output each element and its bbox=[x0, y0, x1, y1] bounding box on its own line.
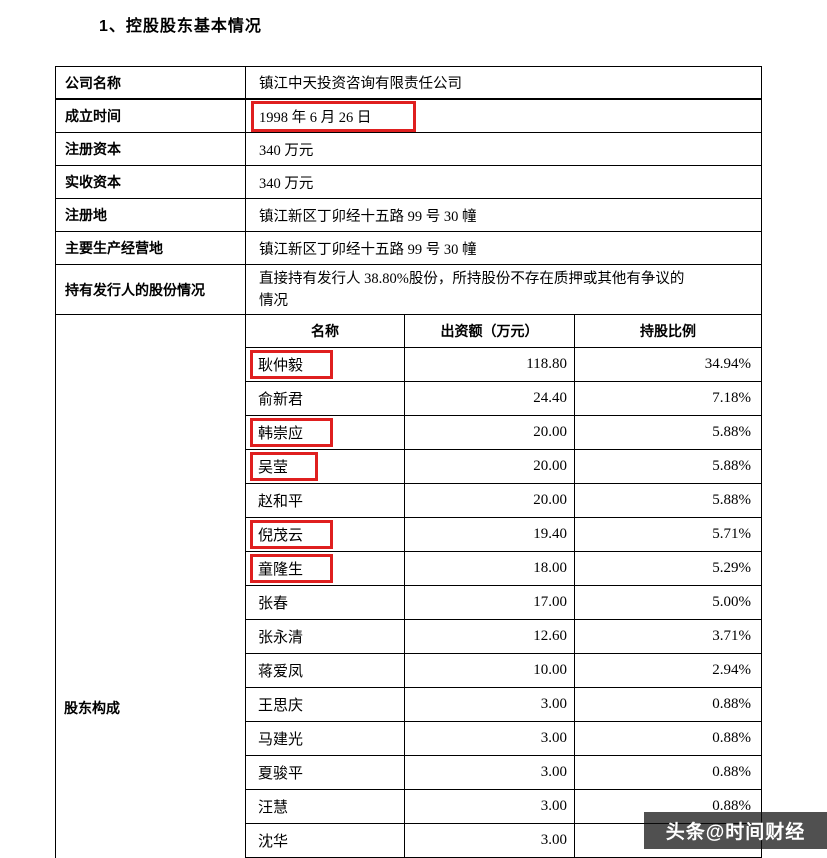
shareholder-ratio: 5.00% bbox=[574, 586, 761, 619]
shareholder-name: 王思庆 bbox=[258, 698, 304, 714]
shareholder-name: 汪慧 bbox=[258, 800, 289, 816]
shareholder-ratio: 5.29% bbox=[574, 552, 761, 585]
info-row: 注册资本 340 万元 bbox=[56, 133, 761, 166]
shareholder-row-label: 股东构成 bbox=[64, 700, 120, 716]
info-row: 实收资本 340 万元 bbox=[56, 166, 761, 199]
info-row-value: 镇江新区丁卯经十五路 99 号 30 幢 bbox=[259, 241, 477, 258]
shareholder-amount: 3.00 bbox=[404, 790, 574, 823]
shareholder-row: 俞新君 24.40 7.18% bbox=[246, 382, 761, 416]
info-row-value: 340 万元 bbox=[259, 142, 314, 159]
shareholder-ratio: 5.88% bbox=[574, 416, 761, 449]
shareholder-row: 蒋爱凤 10.00 2.94% bbox=[246, 654, 761, 688]
shareholder-name: 童隆生 bbox=[246, 552, 404, 585]
page-title: 1、控股股东基本情况 bbox=[99, 18, 262, 35]
shareholder-section: 股东构成 名称 出资额（万元） 持股比例 耿仲毅 118.80 34.94% 俞新君 2… bbox=[56, 315, 761, 858]
shareholder-row: 张春 17.00 5.00% bbox=[246, 586, 761, 620]
column-header-amount: 出资额（万元） bbox=[404, 315, 574, 347]
shareholder-name: 张永清 bbox=[258, 630, 304, 646]
shareholder-table: 名称 出资额（万元） 持股比例 耿仲毅 118.80 34.94% 俞新君 24.40 7… bbox=[246, 315, 761, 858]
shareholder-amount: 20.00 bbox=[404, 416, 574, 449]
shareholder-ratio: 34.94% bbox=[574, 348, 761, 381]
highlight-box: 韩崇应 bbox=[250, 418, 334, 447]
info-row-label: 公司名称 bbox=[56, 67, 246, 98]
shareholder-ratio: 0.88% bbox=[574, 688, 761, 721]
shareholder-ratio: 0.88% bbox=[574, 790, 761, 823]
shareholder-row: 张永清 12.60 3.71% bbox=[246, 620, 761, 654]
info-row-label: 持有发行人的股份情况 bbox=[56, 265, 246, 314]
info-row-value: 直接持有发行人 38.80%股份，所持股份不存在质押或其他有争议的情况 bbox=[259, 270, 685, 309]
shareholder-row: 马建光 3.00 0.88% bbox=[246, 722, 761, 756]
shareholder-amount: 3.00 bbox=[404, 756, 574, 789]
shareholder-ratio: 5.88% bbox=[574, 450, 761, 483]
info-row-value: 1998 年 6 月 26 日 bbox=[246, 100, 761, 132]
shareholder-row: 韩崇应 20.00 5.88% bbox=[246, 416, 761, 450]
shareholder-name: 韩崇应 bbox=[246, 416, 404, 449]
info-row: 主要生产经营地 镇江新区丁卯经十五路 99 号 30 幢 bbox=[56, 232, 761, 265]
shareholder-row: 耿仲毅 118.80 34.94% bbox=[246, 348, 761, 382]
shareholder-name: 蒋爱凤 bbox=[258, 664, 304, 680]
highlight-box: 倪茂云 bbox=[250, 520, 334, 549]
shareholder-ratio: 0.88% bbox=[574, 722, 761, 755]
column-header-ratio: 持股比例 bbox=[574, 315, 761, 347]
info-row-label: 注册地 bbox=[56, 199, 246, 231]
shareholder-name: 马建光 bbox=[258, 732, 304, 748]
shareholder-ratio bbox=[574, 824, 761, 857]
shareholder-ratio: 0.88% bbox=[574, 756, 761, 789]
controlling-shareholder-table: 公司名称 镇江中天投资咨询有限责任公司 成立时间 1998 年 6 月 26 日注册资… bbox=[55, 66, 762, 858]
shareholder-amount: 3.00 bbox=[404, 688, 574, 721]
shareholder-amount: 3.00 bbox=[404, 722, 574, 755]
info-row-label: 注册资本 bbox=[56, 133, 246, 165]
info-row-label: 主要生产经营地 bbox=[56, 232, 246, 264]
shareholder-row: 倪茂云 19.40 5.71% bbox=[246, 518, 761, 552]
shareholder-row: 赵和平 20.00 5.88% bbox=[246, 484, 761, 518]
shareholder-name: 俞新君 bbox=[258, 392, 304, 408]
shareholder-name: 夏骏平 bbox=[258, 766, 304, 782]
shareholder-ratio: 3.71% bbox=[574, 620, 761, 653]
shareholder-amount: 3.00 bbox=[404, 824, 574, 857]
info-row-value: 镇江中天投资咨询有限责任公司 bbox=[259, 76, 462, 92]
shareholder-name: 耿仲毅 bbox=[246, 348, 404, 381]
shareholder-name: 赵和平 bbox=[258, 494, 304, 510]
shareholder-amount: 24.40 bbox=[404, 382, 574, 415]
highlight-box: 吴莹 bbox=[250, 452, 319, 481]
shareholder-amount: 12.60 bbox=[404, 620, 574, 653]
column-header-name: 名称 bbox=[311, 323, 339, 339]
shareholder-amount: 19.40 bbox=[404, 518, 574, 551]
shareholder-row: 夏骏平 3.00 0.88% bbox=[246, 756, 761, 790]
highlight-box: 1998 年 6 月 26 日 bbox=[251, 100, 417, 132]
shareholder-ratio: 7.18% bbox=[574, 382, 761, 415]
shareholder-ratio: 2.94% bbox=[574, 654, 761, 687]
shareholder-amount: 20.00 bbox=[404, 484, 574, 517]
shareholder-ratio: 5.71% bbox=[574, 518, 761, 551]
shareholder-name: 张春 bbox=[258, 596, 289, 612]
news-watermark: 头条@时间财经 bbox=[644, 812, 827, 849]
shareholder-row-label-cell: 股东构成 bbox=[56, 315, 246, 858]
shareholder-table-header: 名称 出资额（万元） 持股比例 bbox=[246, 315, 761, 348]
info-row-label: 实收资本 bbox=[56, 166, 246, 198]
info-row-value: 340 万元 bbox=[259, 175, 314, 192]
info-row-label: 成立时间 bbox=[56, 100, 246, 132]
shareholder-amount: 18.00 bbox=[404, 552, 574, 585]
info-row-value: 镇江新区丁卯经十五路 99 号 30 幢 bbox=[259, 208, 477, 225]
shareholder-amount: 118.80 bbox=[404, 348, 574, 381]
shareholder-ratio: 5.88% bbox=[574, 484, 761, 517]
shareholder-row: 王思庆 3.00 0.88% bbox=[246, 688, 761, 722]
shareholder-row: 汪慧 3.00 0.88% bbox=[246, 790, 761, 824]
highlight-box: 耿仲毅 bbox=[250, 350, 334, 379]
shareholder-row: 童隆生 18.00 5.29% bbox=[246, 552, 761, 586]
info-row: 持有发行人的股份情况 直接持有发行人 38.80%股份，所持股份不存在质押或其他有… bbox=[56, 265, 761, 315]
highlight-box: 童隆生 bbox=[250, 554, 334, 583]
info-table-rows: 公司名称 镇江中天投资咨询有限责任公司 成立时间 1998 年 6 月 26 日注册资… bbox=[56, 67, 761, 315]
info-row: 成立时间 1998 年 6 月 26 日 bbox=[56, 100, 761, 133]
shareholder-name: 倪茂云 bbox=[246, 518, 404, 551]
shareholder-amount: 10.00 bbox=[404, 654, 574, 687]
shareholder-row: 吴莹 20.00 5.88% bbox=[246, 450, 761, 484]
shareholder-rows: 耿仲毅 118.80 34.94% 俞新君 24.40 7.18% 韩崇应 20.00 5.88… bbox=[246, 348, 761, 858]
info-row: 公司名称 镇江中天投资咨询有限责任公司 bbox=[56, 67, 761, 100]
shareholder-name: 沈华 bbox=[258, 834, 289, 850]
shareholder-amount: 17.00 bbox=[404, 586, 574, 619]
shareholder-amount: 20.00 bbox=[404, 450, 574, 483]
shareholder-name: 吴莹 bbox=[246, 450, 404, 483]
info-row: 注册地 镇江新区丁卯经十五路 99 号 30 幢 bbox=[56, 199, 761, 232]
